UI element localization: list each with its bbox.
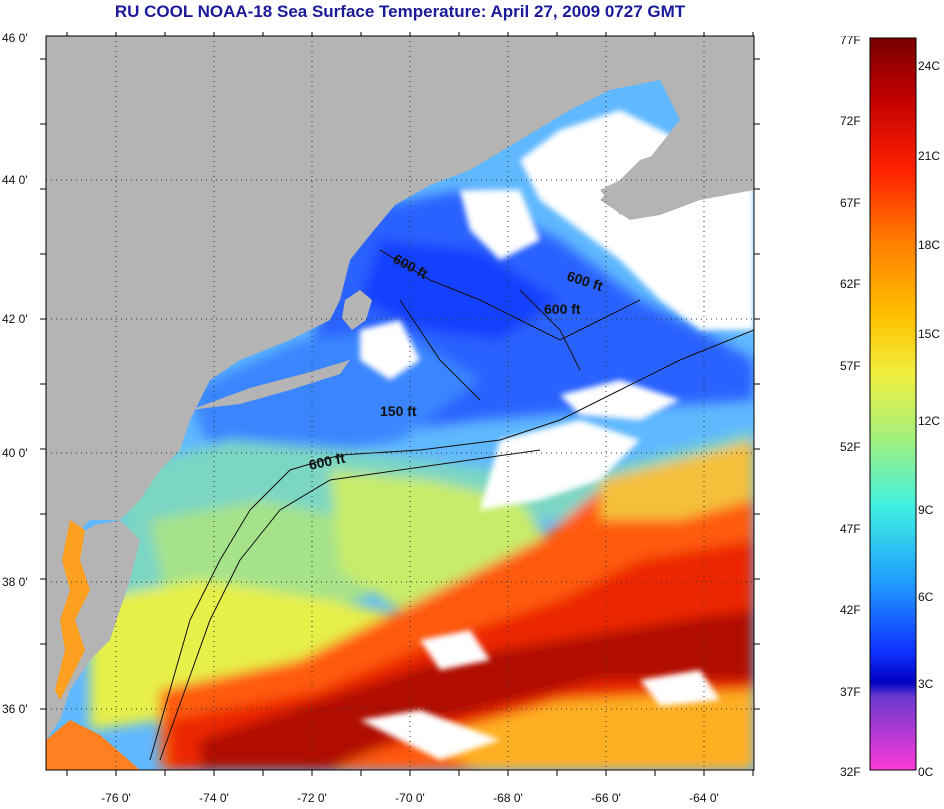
- lat-label: 36 0': [2, 702, 28, 716]
- cbar-f-label: 37F: [840, 685, 861, 699]
- cbar-c-label: 24C: [918, 59, 940, 73]
- cbar-f-label: 72F: [840, 114, 861, 128]
- cbar-c-label: 6C: [918, 590, 934, 604]
- cbar-c-label: 9C: [918, 503, 934, 517]
- cbar-f-label: 77F: [840, 36, 861, 47]
- colorbar-fahrenheit-labels: 77F 72F 67F 62F 57F 52F 47F 42F 37F 32F: [840, 36, 861, 776]
- longitude-labels: -76 0' -74 0' -72 0' -70 0' -68 0' -66 0…: [101, 791, 719, 805]
- land-new-england: [46, 36, 754, 560]
- bathymetry-contours: [149, 249, 754, 761]
- lat-label: 46 0': [2, 31, 28, 45]
- graticule: [46, 36, 754, 770]
- lon-label: -70 0': [395, 791, 425, 805]
- lon-label: -68 0': [493, 791, 523, 805]
- contour-label-4: 150 ft: [380, 403, 417, 419]
- cbar-c-label: 21C: [918, 149, 940, 163]
- contour-label-3: 600 ft: [544, 301, 581, 317]
- land-long-island: [190, 360, 350, 410]
- cbar-f-label: 42F: [840, 603, 861, 617]
- tick-marks: [40, 32, 760, 776]
- cbar-f-label: 32F: [840, 765, 861, 776]
- lon-label: -66 0': [591, 791, 621, 805]
- lon-label: -74 0': [199, 791, 229, 805]
- cbar-f-label: 47F: [840, 522, 861, 536]
- map-frame: [45, 35, 755, 771]
- cbar-c-label: 18C: [918, 238, 940, 252]
- cbar-f-label: 62F: [840, 277, 861, 291]
- land-southwest-corner: [46, 720, 140, 770]
- cbar-c-label: 3C: [918, 677, 934, 691]
- lat-label: 40 0': [2, 446, 28, 460]
- map-plot-area: 600 ft 600 ft 600 ft 150 ft 600 ft: [46, 36, 754, 770]
- cbar-c-label: 15C: [918, 327, 940, 341]
- lon-label: -64 0': [689, 791, 719, 805]
- temperature-colorbar: 77F 72F 67F 62F 57F 52F 47F 42F 37F 32F …: [840, 36, 940, 776]
- cbar-c-label: 12C: [918, 414, 940, 428]
- colorbar-gradient: [869, 37, 917, 771]
- chesapeake-bay: [55, 520, 90, 700]
- colorbar-celsius-labels: 24C 21C 18C 15C 12C 9C 6C 3C 0C: [918, 59, 940, 776]
- map-title: RU COOL NOAA-18 Sea Surface Temperature:…: [114, 2, 686, 21]
- contour-label-5: 600 ft: [307, 450, 346, 473]
- cbar-c-label: 0C: [918, 765, 934, 776]
- lat-label: 44 0': [2, 173, 28, 187]
- cbar-f-label: 52F: [840, 440, 861, 454]
- land-nova-scotia: [600, 128, 754, 220]
- cbar-f-label: 57F: [840, 359, 861, 373]
- land-cape-cod: [342, 290, 372, 330]
- lat-label: 38 0': [2, 575, 28, 589]
- cbar-f-label: 67F: [840, 196, 861, 210]
- lon-label: -76 0': [101, 791, 131, 805]
- lon-label: -72 0': [297, 791, 327, 805]
- latitude-labels: 36 0' 38 0' 40 0' 42 0' 44 0' 46 0': [2, 31, 28, 716]
- lat-label: 42 0': [2, 312, 28, 326]
